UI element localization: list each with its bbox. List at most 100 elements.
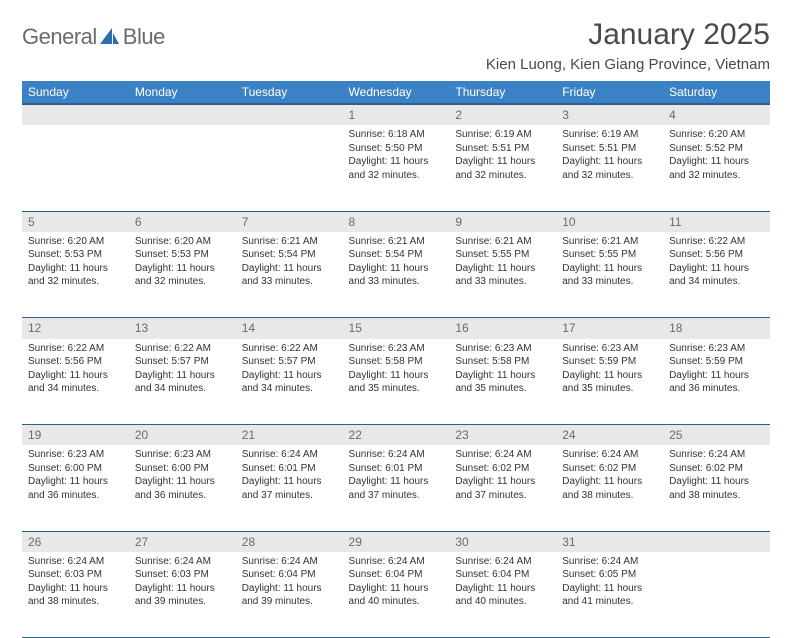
sunset-text: Sunset: 6:03 PM [28, 568, 123, 582]
day1-text: Daylight: 11 hours [135, 369, 230, 383]
day-cell: Sunrise: 6:24 AMSunset: 6:02 PMDaylight:… [449, 445, 556, 531]
day-cell: Sunrise: 6:23 AMSunset: 5:58 PMDaylight:… [449, 339, 556, 425]
day2-text: and 35 minutes. [349, 382, 444, 396]
sunrise-text: Sunrise: 6:22 AM [669, 235, 764, 249]
sunset-text: Sunset: 5:59 PM [562, 355, 657, 369]
day-cell: Sunrise: 6:24 AMSunset: 6:04 PMDaylight:… [449, 552, 556, 638]
sunrise-text: Sunrise: 6:23 AM [669, 342, 764, 356]
day1-text: Daylight: 11 hours [349, 475, 444, 489]
day-number: 6 [129, 211, 236, 232]
sunset-text: Sunset: 6:04 PM [349, 568, 444, 582]
day2-text: and 37 minutes. [455, 489, 550, 503]
day-header: Friday [556, 81, 663, 104]
day-cell: Sunrise: 6:21 AMSunset: 5:54 PMDaylight:… [343, 232, 450, 318]
calendar-body: 1 23 4 Sunrise: 6:18 AMSunset: 5:50 PMDayli… [22, 104, 770, 638]
day2-text: and 33 minutes. [349, 275, 444, 289]
day-number: 5 [22, 211, 129, 232]
day-number [22, 104, 129, 125]
day-cell: Sunrise: 6:20 AMSunset: 5:52 PMDaylight:… [663, 125, 770, 211]
day-cell: Sunrise: 6:24 AMSunset: 6:01 PMDaylight:… [236, 445, 343, 531]
day1-text: Daylight: 11 hours [455, 475, 550, 489]
day1-text: Daylight: 11 hours [455, 262, 550, 276]
day2-text: and 36 minutes. [669, 382, 764, 396]
day-number: 21 [236, 425, 343, 446]
sunrise-text: Sunrise: 6:24 AM [669, 448, 764, 462]
calendar-table: Sunday Monday Tuesday Wednesday Thursday… [22, 81, 770, 638]
sunrise-text: Sunrise: 6:19 AM [562, 128, 657, 142]
day-cell: Sunrise: 6:21 AMSunset: 5:55 PMDaylight:… [449, 232, 556, 318]
day-number: 18 [663, 318, 770, 339]
sunset-text: Sunset: 5:51 PM [455, 142, 550, 156]
sunset-text: Sunset: 5:54 PM [349, 248, 444, 262]
day1-text: Daylight: 11 hours [562, 475, 657, 489]
day2-text: and 33 minutes. [562, 275, 657, 289]
sunrise-text: Sunrise: 6:24 AM [28, 555, 123, 569]
day-number [663, 531, 770, 552]
sunset-text: Sunset: 5:53 PM [28, 248, 123, 262]
day2-text: and 34 minutes. [669, 275, 764, 289]
sunset-text: Sunset: 6:00 PM [135, 462, 230, 476]
brand-name-part1: General [22, 24, 97, 50]
day-number: 3 [556, 104, 663, 125]
day-number: 23 [449, 425, 556, 446]
day-header: Saturday [663, 81, 770, 104]
day-number: 11 [663, 211, 770, 232]
brand-sail-icon [99, 27, 121, 47]
day-cell: Sunrise: 6:24 AMSunset: 6:04 PMDaylight:… [343, 552, 450, 638]
sunrise-text: Sunrise: 6:24 AM [242, 448, 337, 462]
day1-text: Daylight: 11 hours [242, 475, 337, 489]
day2-text: and 34 minutes. [242, 382, 337, 396]
day1-text: Daylight: 11 hours [562, 155, 657, 169]
day-number: 1 [343, 104, 450, 125]
day-content-row: Sunrise: 6:18 AMSunset: 5:50 PMDaylight:… [22, 125, 770, 211]
day1-text: Daylight: 11 hours [242, 582, 337, 596]
sunset-text: Sunset: 5:58 PM [455, 355, 550, 369]
day-content-row: Sunrise: 6:23 AMSunset: 6:00 PM Daylight:… [22, 445, 770, 531]
day-cell: Sunrise: 6:24 AMSunset: 6:02 PMDaylight:… [556, 445, 663, 531]
brand-logo: General Blue [22, 18, 165, 50]
day1-text: Daylight: 11 hours [28, 369, 123, 383]
location-text: Kien Luong, Kien Giang Province, Vietnam [486, 56, 770, 73]
sunrise-text: Sunrise: 6:22 AM [135, 342, 230, 356]
day-cell [236, 125, 343, 211]
day-cell: Sunrise: 6:24 AMSunset: 6:03 PMDaylight:… [129, 552, 236, 638]
day2-text: and 38 minutes. [562, 489, 657, 503]
day-header: Thursday [449, 81, 556, 104]
day-number: 31 [556, 531, 663, 552]
sunrise-text: Sunrise: 6:23 AM [562, 342, 657, 356]
day-cell [22, 125, 129, 211]
day2-text: and 36 minutes. [28, 489, 123, 503]
sunset-text: Sunset: 5:55 PM [562, 248, 657, 262]
day-cell: Sunrise: 6:24 AMSunset: 6:05 PMDaylight:… [556, 552, 663, 638]
sunrise-text: Sunrise: 6:19 AM [455, 128, 550, 142]
day2-text: and 34 minutes. [28, 382, 123, 396]
day-number-row: 567891011 [22, 211, 770, 232]
day-cell: Sunrise: 6:18 AMSunset: 5:50 PMDaylight:… [343, 125, 450, 211]
sunrise-text: Sunrise: 6:23 AM [135, 448, 230, 462]
sunrise-text: Sunrise: 6:22 AM [242, 342, 337, 356]
day-number [236, 104, 343, 125]
calendar-head: Sunday Monday Tuesday Wednesday Thursday… [22, 81, 770, 104]
sunrise-text: Sunrise: 6:22 AM [28, 342, 123, 356]
day-number: 29 [343, 531, 450, 552]
day-number [129, 104, 236, 125]
day-number: 4 [663, 104, 770, 125]
day2-text: and 35 minutes. [562, 382, 657, 396]
day-cell: Sunrise: 6:24 AMSunset: 6:01 PMDaylight:… [343, 445, 450, 531]
day-cell: Sunrise: 6:23 AMSunset: 5:59 PMDaylight:… [556, 339, 663, 425]
day-header: Wednesday [343, 81, 450, 104]
sunrise-text: Sunrise: 6:24 AM [349, 555, 444, 569]
day-number: 24 [556, 425, 663, 446]
day2-text: and 32 minutes. [562, 169, 657, 183]
day1-text: Daylight: 11 hours [242, 369, 337, 383]
day2-text: and 32 minutes. [669, 169, 764, 183]
day-cell [663, 552, 770, 638]
day1-text: Daylight: 11 hours [562, 582, 657, 596]
day-cell: Sunrise: 6:23 AMSunset: 5:59 PMDaylight:… [663, 339, 770, 425]
sunset-text: Sunset: 6:04 PM [455, 568, 550, 582]
day1-text: Daylight: 11 hours [455, 582, 550, 596]
sunrise-text: Sunrise: 6:24 AM [562, 555, 657, 569]
sunset-text: Sunset: 5:57 PM [135, 355, 230, 369]
day2-text: and 41 minutes. [562, 595, 657, 609]
day2-text: and 40 minutes. [349, 595, 444, 609]
